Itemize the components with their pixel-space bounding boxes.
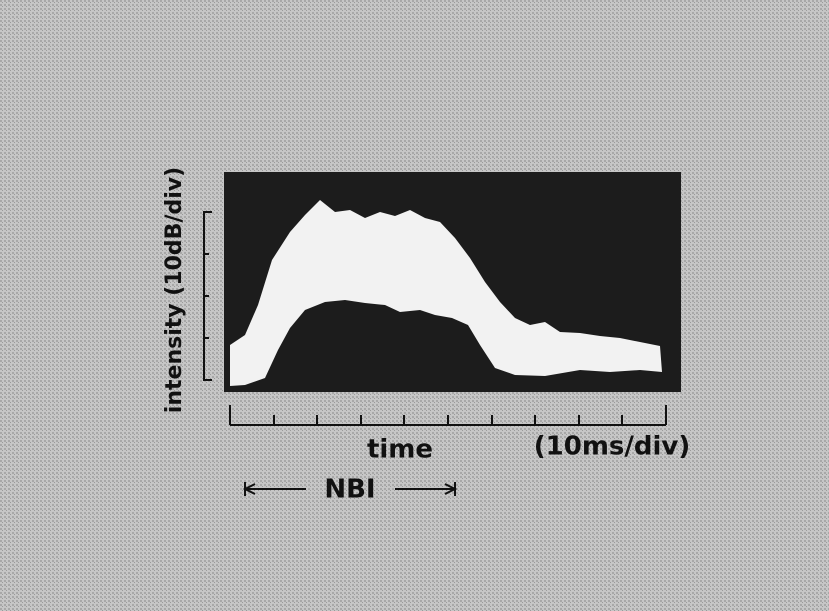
figure: intensity (10dB/div) time (10ms/div) NBI [0, 0, 829, 611]
x-label: time [367, 435, 433, 465]
y-label: intensity (10dB/div) [162, 167, 187, 413]
x-unit: (10ms/div) [534, 432, 690, 462]
page: intensity (10dB/div) time (10ms/div) NBI… [0, 0, 829, 611]
nbi-label: NBI [324, 475, 375, 505]
